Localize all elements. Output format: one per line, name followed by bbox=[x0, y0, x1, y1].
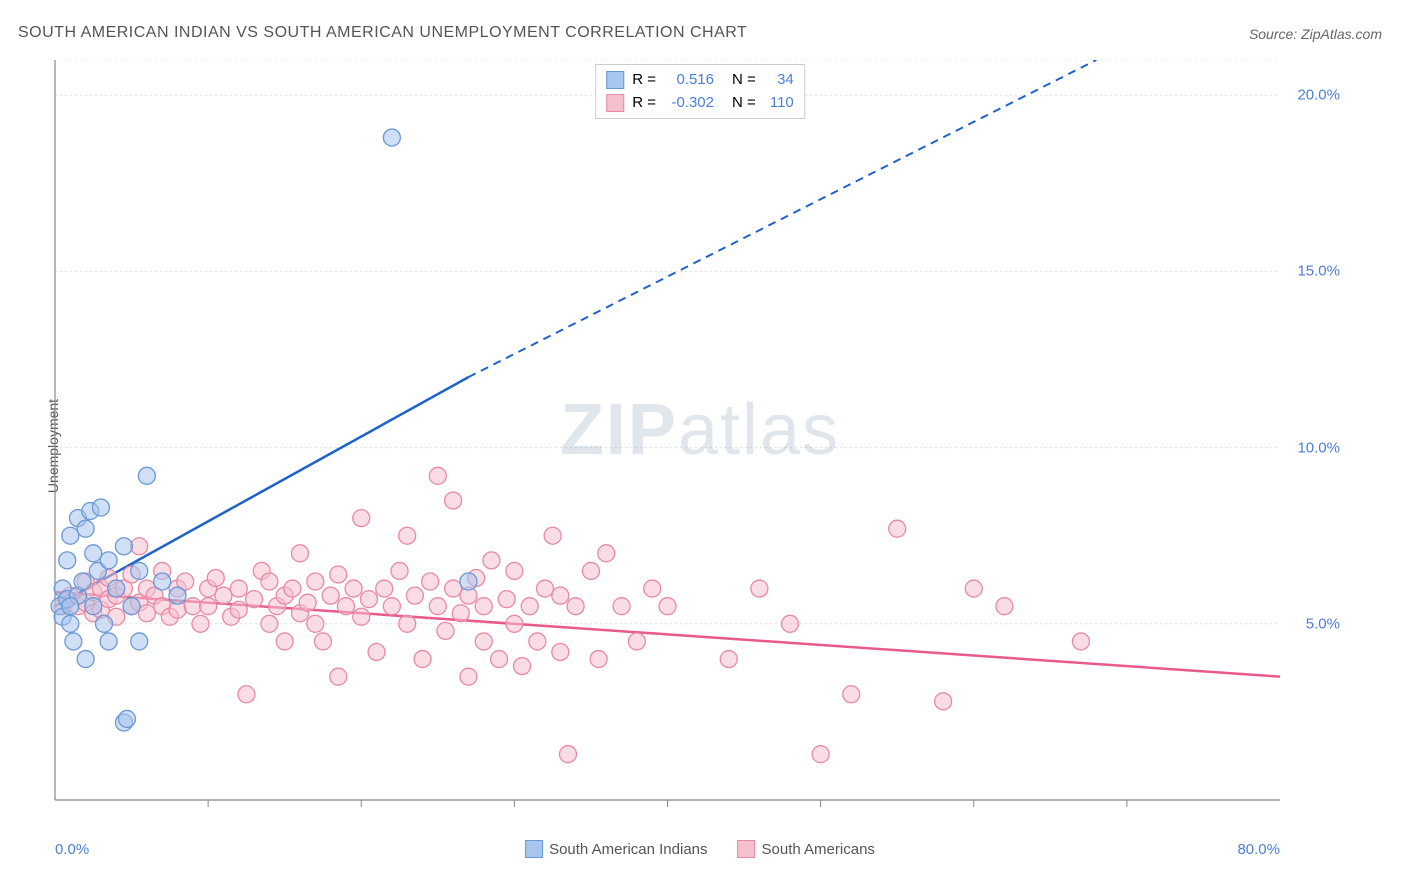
legend-row-1: R = 0.516 N = 34 bbox=[606, 69, 794, 92]
series-legend: South American Indians South Americans bbox=[525, 840, 875, 858]
chart-area: ZIPatlas R = 0.516 N = 34 R = -0.302 N =… bbox=[50, 60, 1350, 830]
legend-row-2: R = -0.302 N = 110 bbox=[606, 92, 794, 115]
r-label: R = bbox=[632, 69, 656, 92]
legend-label: South Americans bbox=[762, 841, 875, 858]
r-value: -0.302 bbox=[664, 92, 714, 115]
x-tick-label: 80.0% bbox=[1237, 841, 1280, 858]
pink-swatch bbox=[606, 94, 624, 112]
blue-swatch bbox=[525, 840, 543, 858]
chart-title: SOUTH AMERICAN INDIAN VS SOUTH AMERICAN … bbox=[18, 24, 747, 42]
correlation-legend: R = 0.516 N = 34 R = -0.302 N = 110 bbox=[595, 64, 805, 119]
r-label: R = bbox=[632, 92, 656, 115]
source-text: Source: ZipAtlas.com bbox=[1249, 26, 1382, 42]
n-value: 110 bbox=[764, 92, 794, 115]
n-value: 34 bbox=[764, 69, 794, 92]
n-label: N = bbox=[732, 69, 756, 92]
legend-item-2: South Americans bbox=[738, 840, 875, 858]
scatter-plot bbox=[50, 60, 1350, 830]
pink-swatch bbox=[738, 840, 756, 858]
y-tick-label: 10.0% bbox=[1297, 439, 1340, 456]
blue-swatch bbox=[606, 71, 624, 89]
y-tick-label: 20.0% bbox=[1297, 87, 1340, 104]
legend-item-1: South American Indians bbox=[525, 840, 707, 858]
r-value: 0.516 bbox=[664, 69, 714, 92]
n-label: N = bbox=[732, 92, 756, 115]
y-tick-label: 15.0% bbox=[1297, 263, 1340, 280]
legend-label: South American Indians bbox=[549, 841, 707, 858]
x-tick-label: 0.0% bbox=[55, 841, 89, 858]
y-tick-label: 5.0% bbox=[1306, 615, 1340, 632]
